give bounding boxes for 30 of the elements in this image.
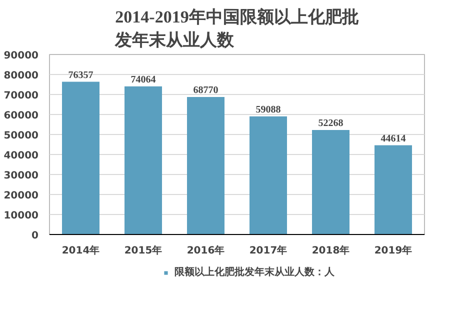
y-tick-label: 50000 (4, 130, 39, 142)
data-label: 76357 (68, 70, 94, 81)
bar (62, 82, 100, 234)
data-label: 59088 (256, 104, 281, 116)
y-tick-label: 60000 (4, 110, 39, 122)
x-tick-label: 2016年 (186, 244, 225, 256)
y-tick-label: 70000 (4, 90, 39, 102)
x-tick-label: 2015年 (124, 244, 162, 256)
bar (124, 86, 162, 234)
x-tick-label: 2017年 (249, 244, 288, 256)
bar (312, 130, 350, 234)
data-label: 44614 (380, 133, 406, 144)
y-tick-label: 30000 (4, 170, 39, 182)
data-label: 68770 (193, 84, 218, 96)
data-label: 52268 (318, 118, 344, 129)
y-tick-label: 80000 (4, 70, 39, 82)
x-tick-label: 2018年 (312, 244, 350, 256)
x-tick-label: 2014年 (62, 244, 100, 256)
y-tick-label: 10000 (4, 210, 39, 222)
x-tick-label: 2019年 (374, 244, 412, 256)
bar (374, 145, 412, 234)
y-tick-label: 90000 (4, 50, 39, 62)
bar (250, 116, 287, 234)
legend-label: 限额以上化肥批发年末从业人数：人 (174, 265, 334, 279)
bar (187, 96, 224, 234)
chart-title: 2014-2019年中国限额以上化肥批发年末从业人数 (114, 8, 359, 50)
y-tick-label: 20000 (4, 190, 39, 202)
data-label: 74064 (130, 74, 156, 86)
y-tick-label: 40000 (4, 150, 39, 162)
y-tick-label: 0 (32, 230, 39, 242)
